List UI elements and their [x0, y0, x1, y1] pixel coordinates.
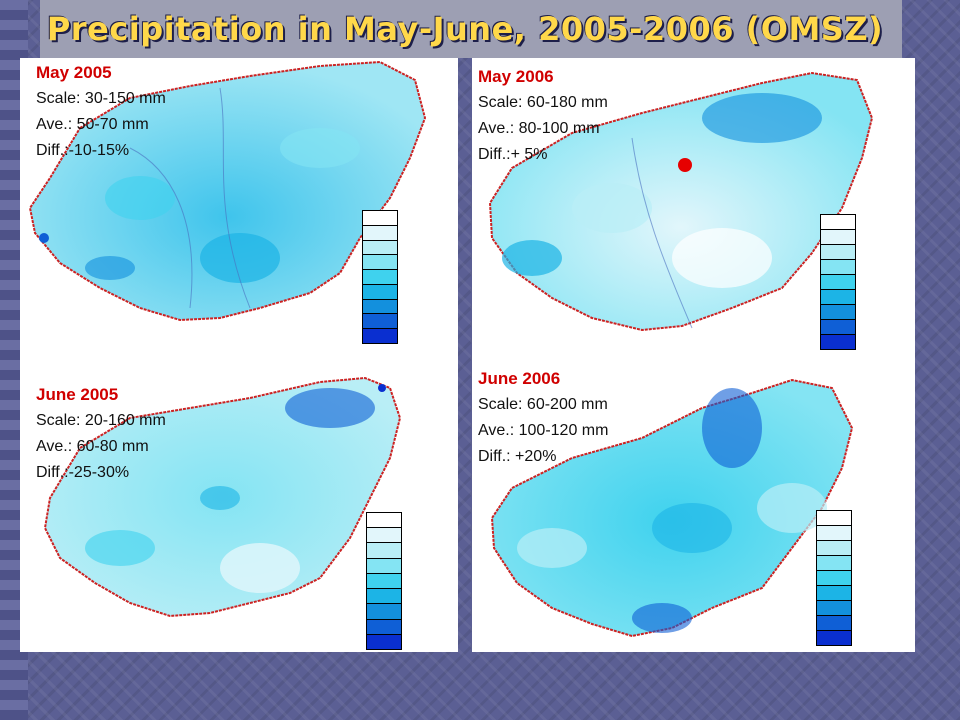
caption-ave: Ave.: 60-80 mm: [36, 438, 149, 455]
caption-heading: May 2005: [36, 63, 112, 82]
caption-heading: June 2006: [478, 369, 561, 388]
caption-scale: Scale: 60-180 mm: [478, 94, 608, 111]
caption-scale: Scale: 30-150 mm: [36, 90, 166, 107]
legend-june-2006: [816, 510, 852, 646]
legend-may-2006: [820, 214, 856, 350]
slide-title: Precipitation in May-June, 2005-2006 (OM…: [46, 10, 884, 48]
caption-scale: Scale: 60-200 mm: [478, 396, 608, 413]
caption-diff: Diff.:-10-15%: [36, 142, 130, 159]
caption-diff: Diff.:-25-30%: [36, 464, 130, 481]
hungary-shape: [28, 60, 427, 322]
caption-june-2005: June 2005 Scale: 20-160 mm Ave.: 60-80 m…: [36, 382, 166, 486]
caption-may-2006: May 2006 Scale: 60-180 mm Ave.: 80-100 m…: [478, 64, 608, 168]
legend-june-2005: [366, 512, 402, 650]
legend-may-2005: [362, 210, 398, 344]
caption-may-2005: May 2005 Scale: 30-150 mm Ave.: 50-70 mm…: [36, 60, 166, 164]
panel-2005: May 2005 Scale: 30-150 mm Ave.: 50-70 mm…: [20, 58, 458, 652]
caption-diff: Diff.:+ 5%: [478, 146, 548, 163]
caption-heading: May 2006: [478, 67, 554, 86]
title-bar: [40, 0, 902, 58]
caption-ave: Ave.: 50-70 mm: [36, 116, 149, 133]
map-may-2005: [28, 60, 427, 322]
caption-ave: Ave.: 100-120 mm: [478, 422, 609, 439]
location-marker: [678, 158, 692, 172]
caption-heading: June 2005: [36, 385, 119, 404]
caption-scale: Scale: 20-160 mm: [36, 412, 166, 429]
caption-june-2006: June 2006 Scale: 60-200 mm Ave.: 100-120…: [478, 366, 608, 470]
panel-2006: May 2006 Scale: 60-180 mm Ave.: 80-100 m…: [472, 58, 915, 652]
map-june-2006: [490, 378, 854, 638]
caption-diff: Diff.: +20%: [478, 448, 557, 465]
map-june-2005: [43, 376, 402, 618]
map-may-2006: [488, 71, 874, 332]
caption-ave: Ave.: 80-100 mm: [478, 120, 600, 137]
